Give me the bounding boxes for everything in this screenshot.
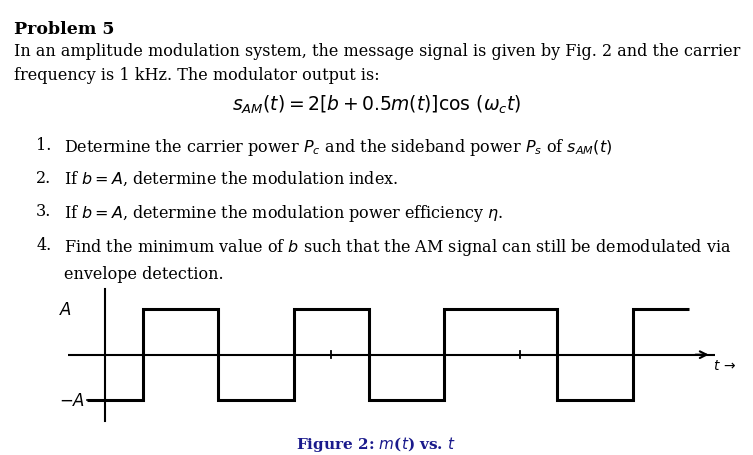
Text: 3.: 3. [36,203,51,220]
Text: envelope detection.: envelope detection. [64,266,224,283]
Text: 4.: 4. [36,236,51,253]
Text: 2.: 2. [36,170,51,187]
Text: If $b = A$, determine the modulation index.: If $b = A$, determine the modulation ind… [64,170,398,188]
Text: 1.: 1. [36,136,51,153]
Text: Find the minimum value of $b$ such that the AM signal can still be demodulated v: Find the minimum value of $b$ such that … [64,236,731,257]
Text: $t\,\rightarrow$: $t\,\rightarrow$ [713,358,736,372]
Text: In an amplitude modulation system, the message signal is given by Fig. 2 and the: In an amplitude modulation system, the m… [14,43,740,84]
Text: If $b = A$, determine the modulation power efficiency $\eta$.: If $b = A$, determine the modulation pow… [64,203,504,224]
Text: $A$: $A$ [59,301,72,318]
Text: Problem 5: Problem 5 [14,20,114,37]
Text: Determine the carrier power $P_c$ and the sideband power $P_s$ of $s_{AM}(t)$: Determine the carrier power $P_c$ and th… [64,136,612,157]
Text: $s_{AM}(t) = 2[b + 0.5m(t)]\cos\,(\omega_c t)$: $s_{AM}(t) = 2[b + 0.5m(t)]\cos\,(\omega… [232,93,521,116]
Text: $-A$: $-A$ [59,392,85,409]
Text: Figure 2: $\mathbf{\mathit{m}}$($\mathit{t}$) vs. $t$: Figure 2: $\mathbf{\mathit{m}}$($\mathit… [297,434,456,453]
